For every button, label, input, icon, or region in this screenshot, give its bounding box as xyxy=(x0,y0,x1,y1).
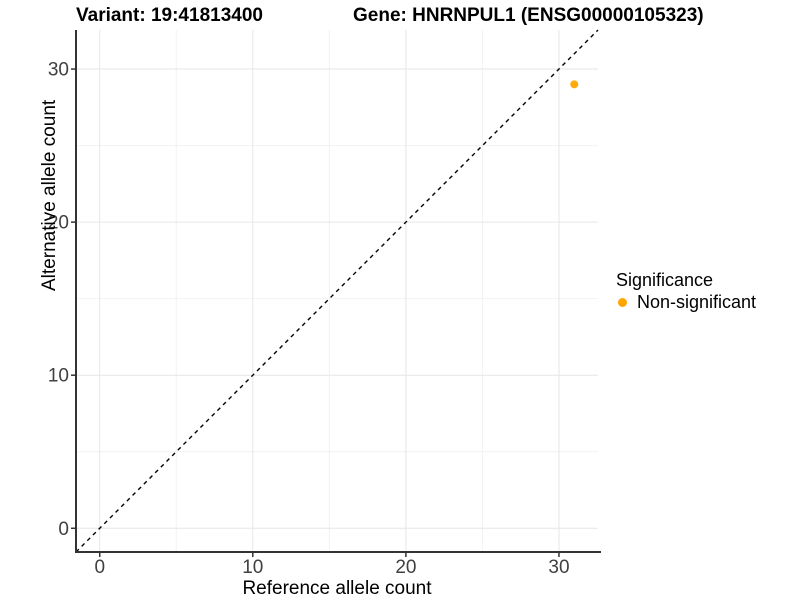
x-axis-title: Reference allele count xyxy=(242,578,432,599)
y-tick-label: 20 xyxy=(48,213,69,234)
x-tick-label: 10 xyxy=(242,557,263,578)
legend-entry-label: Non-significant xyxy=(637,292,757,312)
data-point xyxy=(570,80,579,89)
legend: Significance Non-significant xyxy=(616,270,756,312)
x-tick-label: 30 xyxy=(548,557,569,578)
legend-entry: Non-significant xyxy=(616,292,756,312)
legend-title: Significance xyxy=(616,270,714,290)
y-tick-label: 30 xyxy=(48,60,69,81)
legend-point-icon xyxy=(618,297,627,307)
y-tick-label: 10 xyxy=(48,366,69,387)
plot-title-gene: Gene: HNRNPUL1 (ENSG00000105323) xyxy=(353,5,704,26)
x-tick-label: 20 xyxy=(395,557,416,578)
identity-dashed-line xyxy=(75,29,599,553)
y-tick-label: 0 xyxy=(58,519,69,540)
x-tick-label: 0 xyxy=(94,557,105,578)
plot-title-variant: Variant: 19:41813400 xyxy=(76,5,263,26)
